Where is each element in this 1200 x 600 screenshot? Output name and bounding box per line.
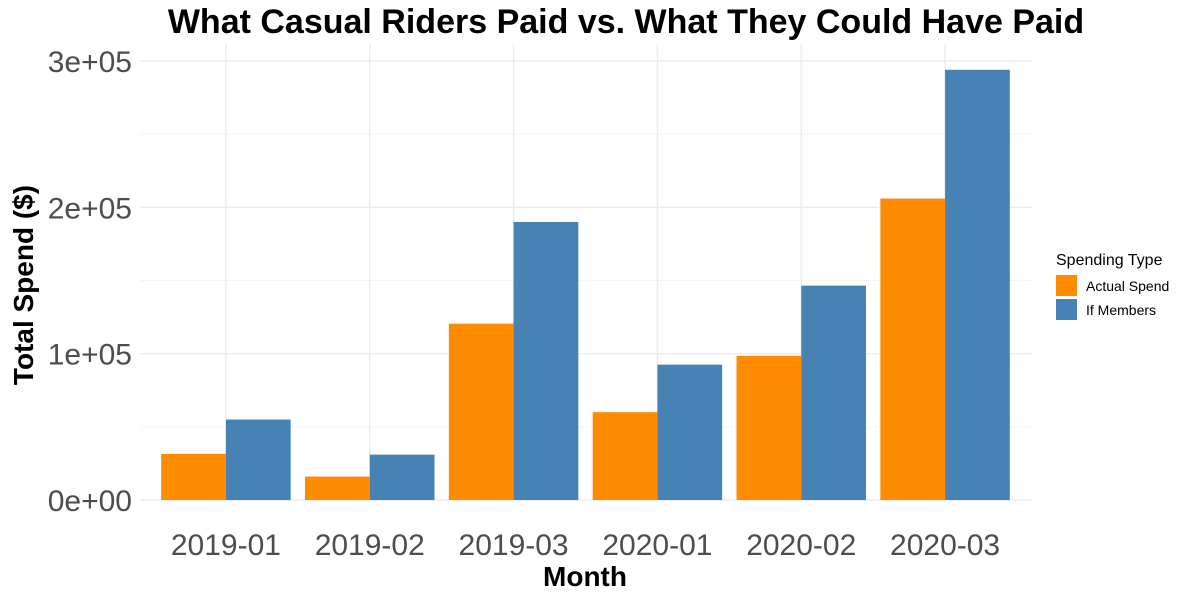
bar: [880, 198, 946, 500]
bar: [225, 419, 291, 500]
x-tick-label: 2020-03: [890, 529, 1000, 562]
y-tick-label: 2e+05: [48, 192, 132, 225]
x-axis-ticks: 2019-01 2019-02 2019-03 2020-01 2020-02 2020-…: [171, 529, 1000, 562]
legend-swatch: [1056, 275, 1077, 296]
x-tick-label: 2020-02: [746, 529, 856, 562]
legend-title: Spending Type: [1056, 252, 1163, 269]
bar: [945, 69, 1010, 500]
y-tick-label: 3e+05: [48, 46, 132, 79]
bars: [161, 69, 1010, 500]
x-tick-label: 2019-03: [459, 529, 569, 562]
bar: [801, 285, 866, 500]
legend: Spending Type Actual Spend If Members: [1056, 252, 1169, 320]
bar: [161, 453, 226, 500]
y-tick-label: 0e+00: [48, 485, 132, 518]
x-tick-label: 2019-01: [171, 529, 281, 562]
x-axis-title: Month: [543, 561, 627, 592]
bar: [448, 323, 514, 500]
y-tick-label: 1e+05: [48, 339, 132, 372]
bar: [736, 355, 802, 500]
legend-label: If Members: [1086, 302, 1156, 318]
chart-title: What Casual Riders Paid vs. What They Co…: [168, 3, 1084, 41]
x-tick-label: 2020-01: [602, 529, 712, 562]
bar: [305, 476, 370, 500]
y-axis-title: Total Spend ($): [8, 185, 39, 385]
legend-label: Actual Spend: [1086, 278, 1169, 294]
x-tick-label: 2019-02: [315, 529, 425, 562]
bar: [592, 412, 658, 500]
bar: [369, 454, 435, 500]
y-axis-ticks: 0e+00 1e+05 2e+05 3e+05: [48, 46, 132, 518]
bar: [513, 221, 579, 500]
bar: [657, 364, 723, 500]
legend-swatch: [1056, 299, 1077, 320]
